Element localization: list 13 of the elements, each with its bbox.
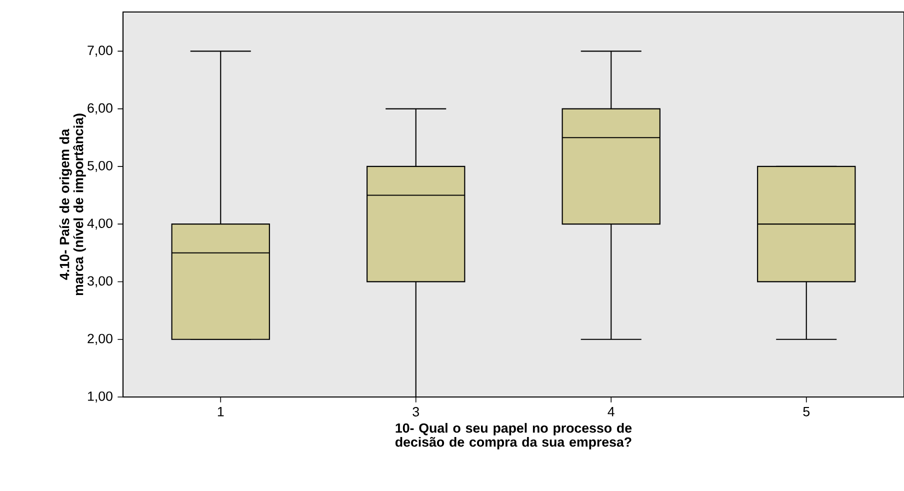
y-tick-label: 3,00	[88, 276, 112, 288]
x-tick-label: 5	[803, 407, 810, 416]
y-tick-label: 2,00	[88, 334, 112, 345]
y-tick-label: 4,00	[87, 218, 112, 230]
x-tick-label: 4	[608, 407, 614, 416]
y-tick-label: 1,00	[88, 391, 112, 403]
y-tick-label: 7,00	[88, 46, 112, 57]
x-axis-title: 10- Qual o seu papel no processo de decisão de compra da sua empresa?	[395, 422, 632, 450]
y-tick-label: 6,00	[88, 103, 112, 114]
x-tick-label: 1	[218, 407, 224, 416]
y-axis-title: 4.10- País de origem da marca (nível de importância)	[59, 114, 86, 296]
y-tick-label: 5,00	[88, 160, 112, 172]
x-tick-label: 3	[412, 407, 420, 416]
